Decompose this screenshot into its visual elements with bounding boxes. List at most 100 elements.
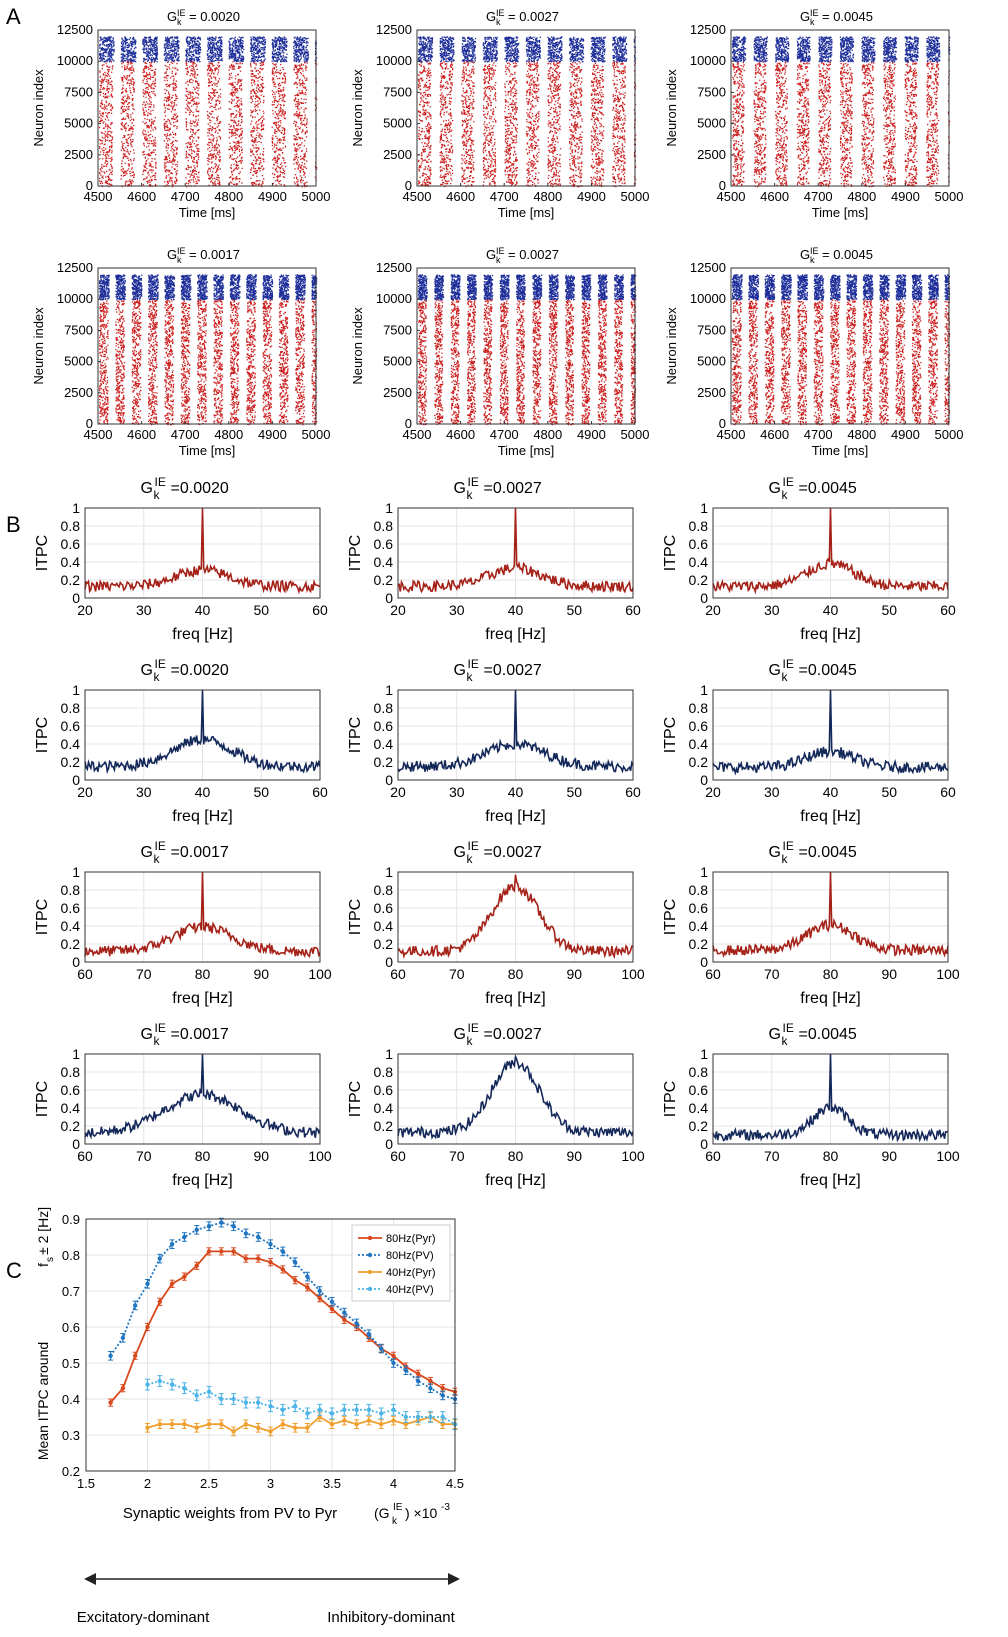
x-tick-label: 90: [253, 1148, 269, 1164]
data-point: [194, 1425, 199, 1431]
pyr-spike-burst: [612, 61, 626, 188]
y-tick-label: 0.6: [62, 1320, 80, 1335]
y-tick-label: 0.8: [62, 1248, 80, 1263]
x-tick-label: 60: [390, 1148, 406, 1164]
y-tick-label: 12500: [57, 260, 93, 275]
y-tick-label: 0.8: [689, 882, 709, 898]
title-g: G: [454, 662, 466, 679]
y-tick-label: 0: [385, 590, 393, 606]
data-point: [440, 1393, 445, 1398]
title-g: G: [167, 247, 177, 262]
data-point: [280, 1267, 285, 1272]
pyr-spike-burst: [796, 61, 810, 186]
plot-frame: [97, 29, 317, 187]
pyr-spike-burst: [861, 62, 875, 188]
title-value: =0.0027: [484, 480, 542, 497]
itpc-plot: 20 30 40 50 60 0 0.2 0.4 0.6 0.8 1 freq [Hz] ITPC G IE…: [34, 657, 328, 825]
y-tick-label: 2500: [383, 147, 412, 162]
x-tick-label: 60: [312, 784, 328, 800]
y-tick-label: 0: [405, 416, 412, 431]
pyr-spike-burst: [213, 299, 224, 425]
pyr-spike-burst: [434, 299, 444, 425]
y-tick-label: 5000: [64, 354, 93, 369]
y-axis-label: ITPC: [34, 1081, 51, 1117]
panel-label-c: C: [6, 1258, 22, 1283]
pyr-spike-burst: [271, 62, 287, 187]
x-tick-label: 20: [390, 784, 406, 800]
x-tick-label: 4500: [403, 189, 432, 204]
y-axis-label: ITPC: [662, 899, 679, 935]
y-tick-label: 0: [86, 178, 93, 193]
x-tick-label: 4900: [577, 427, 606, 442]
pv-spike-burst: [439, 36, 455, 63]
panel-label-b: B: [6, 512, 21, 537]
y-tick-label: 0: [86, 416, 93, 431]
pv-spike-burst: [839, 36, 855, 63]
data-point: [169, 1382, 175, 1387]
data-point: [440, 1414, 445, 1420]
x-tick-label: 40: [508, 602, 524, 618]
x-tick-label: 80: [508, 966, 524, 982]
data-point: [206, 1389, 212, 1395]
y-tick-label: 0.6: [374, 718, 394, 734]
x-axis-label: Time [ms]: [179, 205, 236, 220]
pyr-spike-burst: [499, 300, 509, 425]
y-tick-label: 1: [385, 864, 393, 880]
legend-label: 80Hz(PV): [386, 1250, 434, 1262]
y-tick-label: 0.2: [61, 936, 81, 952]
y-tick-label: 0.8: [374, 882, 394, 898]
data-point: [292, 1260, 298, 1265]
x-unit-open: (G: [374, 1505, 390, 1521]
itpc-plot: 60 70 80 90 100 0 0.2 0.4 0.6 0.8 1 freq [Hz] ITPC G I…: [347, 839, 645, 1007]
pyr-spike-burst: [569, 62, 583, 188]
title-sub: k: [154, 852, 161, 866]
pyr-spike-burst: [197, 299, 207, 426]
title-sup: IE: [783, 475, 794, 489]
x-axis-label: freq [Hz]: [800, 1172, 860, 1189]
data-point: [391, 1418, 396, 1423]
x-tick-label: 4500: [84, 427, 113, 442]
y-axis-label-sub: s: [45, 1257, 56, 1262]
x-tick-label: 50: [881, 602, 897, 618]
y-tick-label: 1: [700, 500, 708, 516]
x-tick-label: 20: [705, 602, 721, 618]
data-point: [354, 1422, 359, 1427]
pyr-spike-burst: [525, 61, 540, 187]
x-tick-label: 20: [390, 602, 406, 618]
pyr-spike-burst: [797, 300, 808, 426]
pyr-spike-burst: [532, 299, 542, 425]
pv-spike-burst: [98, 274, 110, 301]
data-point: [243, 1400, 249, 1405]
data-point: [428, 1414, 433, 1420]
pyr-spike-burst: [753, 61, 767, 188]
itpc-plot: 20 30 40 50 60 0 0.2 0.4 0.6 0.8 1 freq [Hz] ITPC G IE…: [347, 657, 641, 825]
y-tick-label: 0.8: [689, 700, 709, 716]
title-sup: IE: [783, 839, 794, 853]
y-tick-label: 1: [72, 864, 80, 880]
pyr-spike-burst: [250, 61, 265, 188]
pyr-spike-burst: [295, 299, 305, 426]
title-value: =0.0045: [799, 480, 857, 497]
pyr-spike-burst: [846, 299, 857, 425]
y-axis-label: ITPC: [347, 535, 364, 571]
title-sub: k: [782, 852, 789, 866]
series-80hz-pyr-: [108, 1247, 458, 1407]
pv-spike-burst: [120, 36, 137, 63]
x-tick-label: 4700: [804, 189, 833, 204]
pyr-spike-burst: [764, 299, 775, 424]
pv-spike-burst: [590, 36, 606, 63]
x-tick-label: 80: [195, 1148, 211, 1164]
pyr-spike-burst: [278, 299, 289, 424]
title-value: =0.0027: [484, 844, 542, 861]
pyr-spike-burst: [516, 300, 526, 425]
x-unit-sub: k: [392, 1516, 398, 1527]
x-tick-label: 3.5: [323, 1476, 341, 1491]
pv-spike-burst: [753, 36, 768, 63]
x-tick-label: 70: [764, 1148, 780, 1164]
pv-spike-burst: [797, 274, 809, 301]
pyr-spike-burst: [164, 300, 175, 426]
legend-marker: [367, 1235, 373, 1241]
plot-frame: [712, 871, 949, 963]
y-axis-label: Mean ITPC around fs ± 2 [Hz]: [35, 1207, 56, 1460]
title-value: = 0.0045: [822, 247, 873, 262]
